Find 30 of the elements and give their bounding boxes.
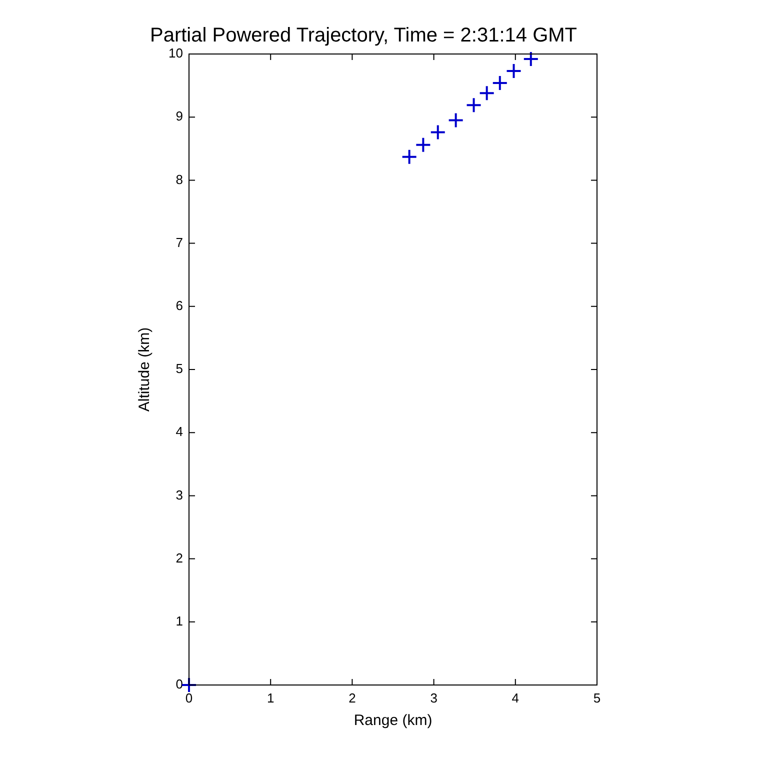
- point: [181, 677, 197, 693]
- x-tick-label: 5: [593, 690, 601, 706]
- point: [478, 85, 495, 102]
- point: [448, 112, 464, 128]
- y-tick-label: 7: [176, 234, 183, 250]
- x-tick-label: 3: [430, 690, 438, 706]
- point: [492, 75, 508, 92]
- y-tick-label: 10: [168, 46, 183, 61]
- x-tick-label: 2: [348, 690, 356, 706]
- y-tick-label: 0: [176, 676, 183, 692]
- x-tick-label: 0: [185, 690, 193, 706]
- y-tick-label: 1: [176, 613, 183, 628]
- y-axis-title: Altitude (km): [136, 327, 154, 412]
- y-tick-label: 4: [176, 424, 183, 440]
- point: [415, 136, 432, 153]
- point: [506, 63, 522, 80]
- y-tick-label: 5: [176, 361, 183, 376]
- y-tick-label: 6: [176, 298, 183, 313]
- chart-title: Partial Powered Trajectory, Time = 2:31:14 GMT: [150, 24, 578, 47]
- y-tick-label: 3: [176, 487, 183, 502]
- point: [430, 124, 446, 140]
- x-tick-label: 1: [266, 690, 274, 706]
- point: [401, 148, 418, 165]
- point: [466, 97, 482, 114]
- x-axis-title: Range (km): [354, 712, 432, 730]
- x-tick-label: 4: [512, 690, 520, 706]
- y-tick-label: 8: [176, 172, 183, 187]
- y-tick-label: 2: [176, 550, 183, 566]
- y-tick-label: 9: [176, 108, 183, 124]
- point: [522, 51, 539, 68]
